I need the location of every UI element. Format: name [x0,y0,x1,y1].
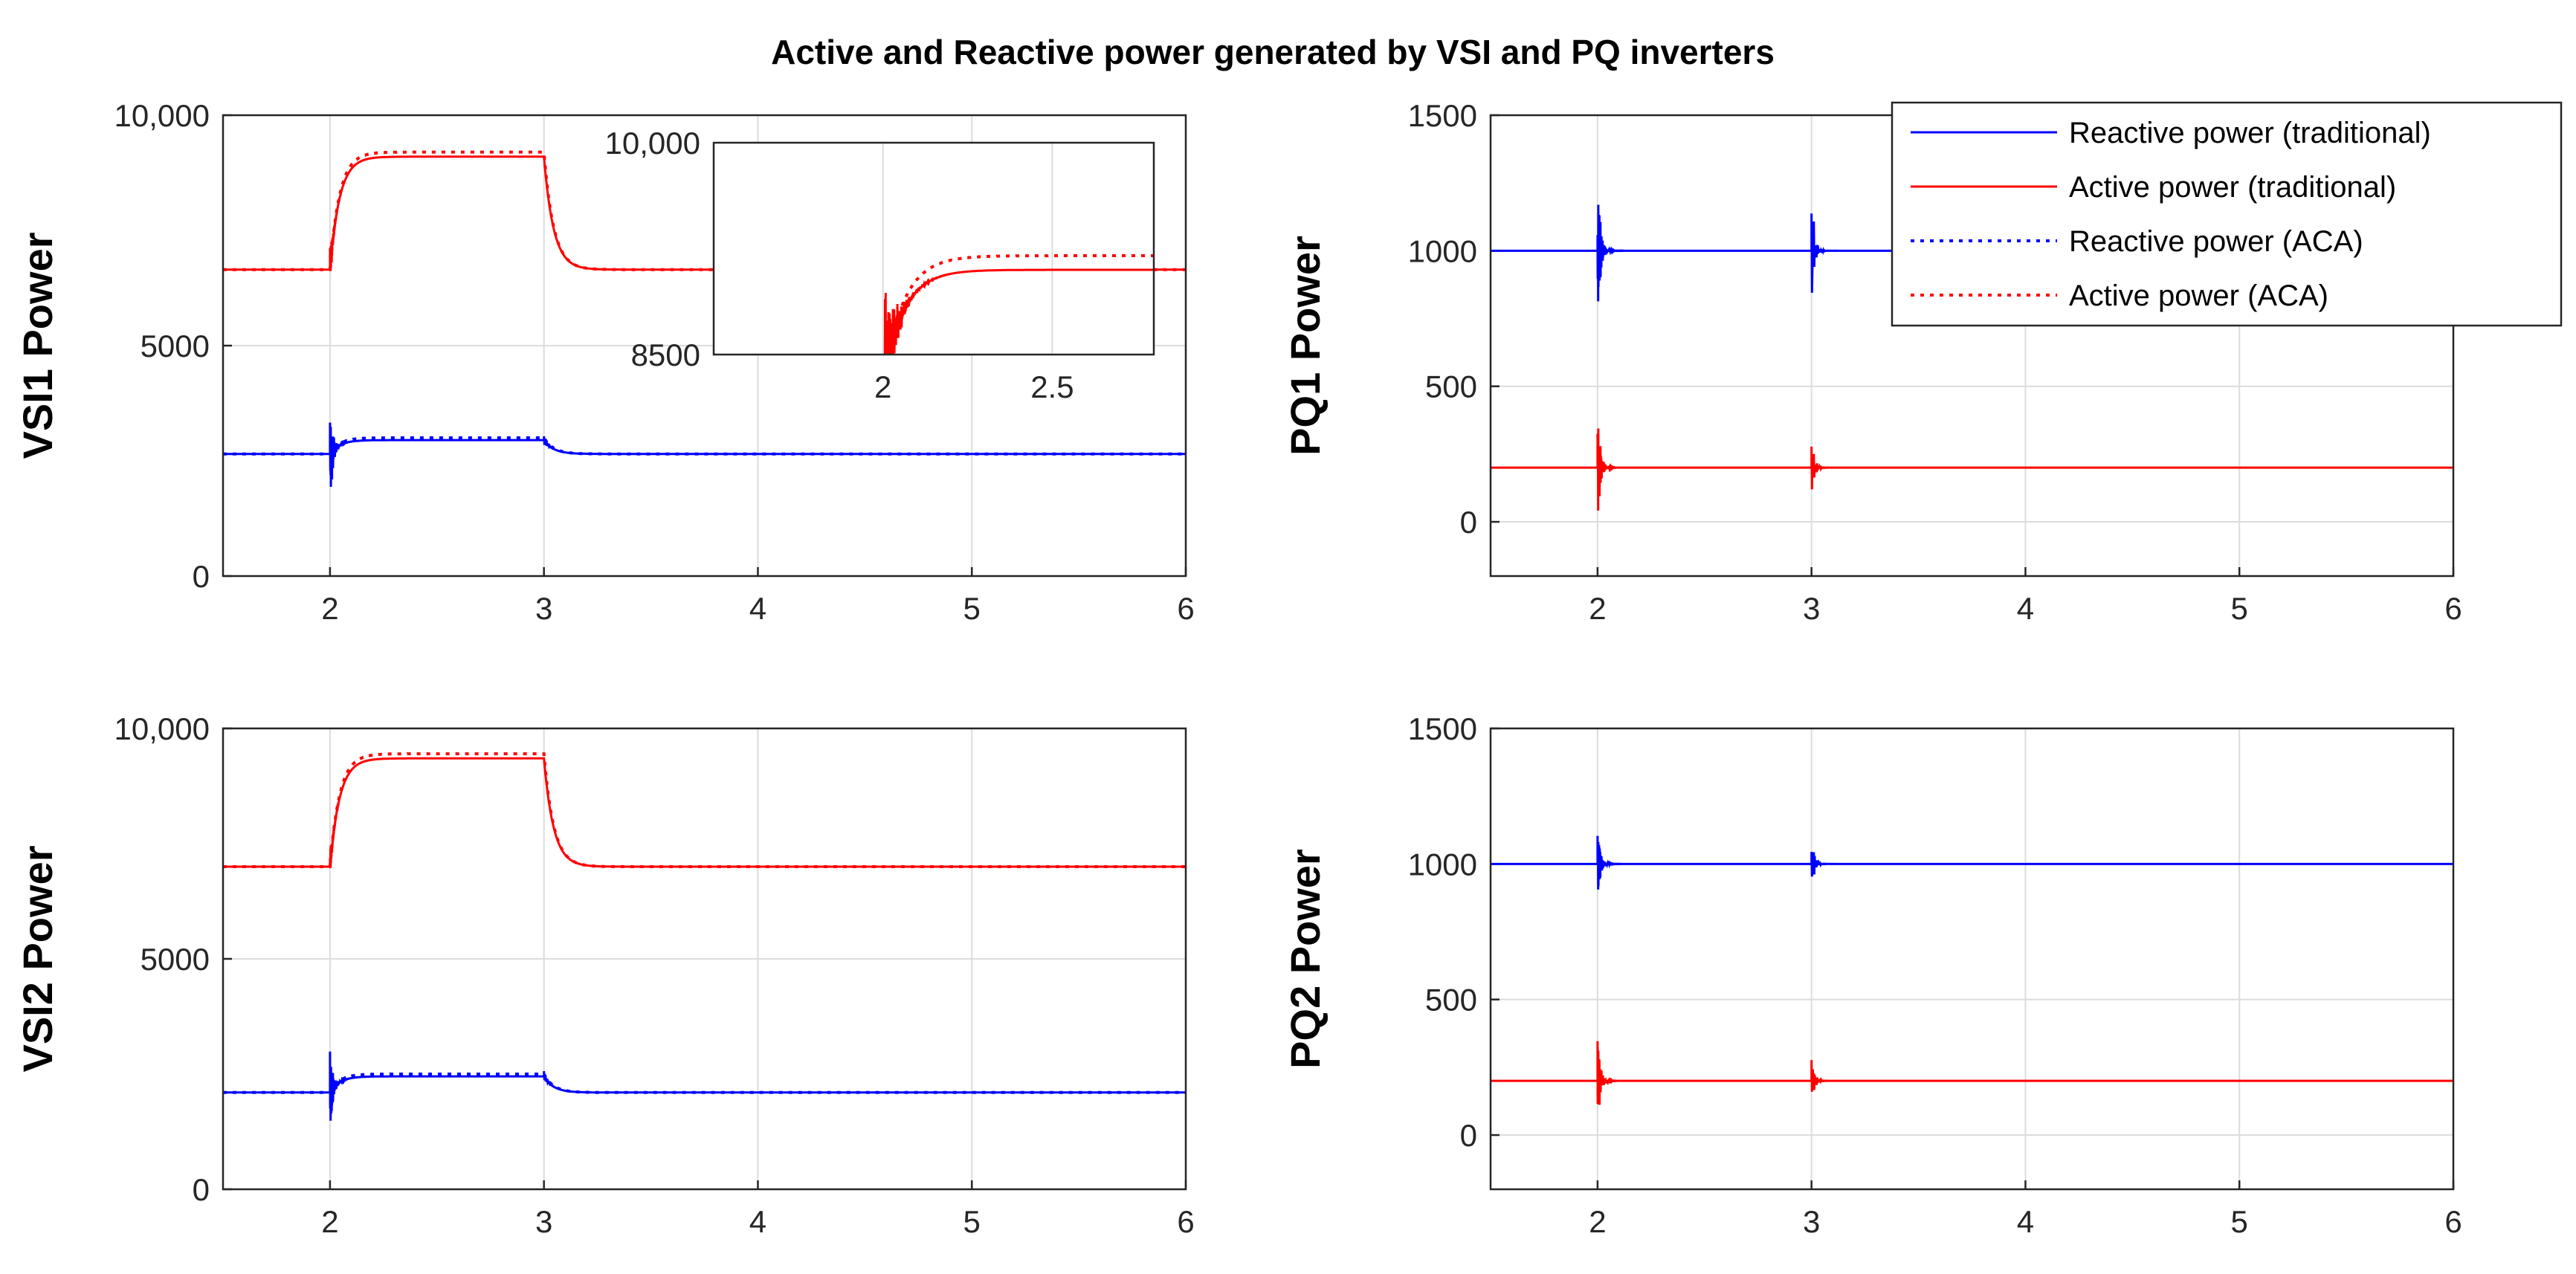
inset-x-tick-label: 2 [874,369,891,404]
series-line-active-power-traditional [1491,428,2453,511]
panel-pq2: 2 3 4 5 6 0 500 1000 1500 PQ2 Power [1282,711,2462,1239]
y-tick-label: 10,000 [114,98,210,133]
x-tick-label: 2 [321,591,338,626]
y-tick-label: 1500 [1408,98,1477,133]
x-tick-label: 2 [1589,1204,1606,1239]
y-tick-label: 500 [1425,369,1477,404]
y-axis-label: PQ1 Power [1282,236,1329,456]
axes-frame [222,727,1187,1191]
inset-frame [712,141,1155,356]
x-tick-label: 3 [535,1204,552,1239]
figure-title: Active and Reactive power generated by V… [771,33,1775,71]
series-line-reactive-power-traditional [223,1051,1186,1121]
plot-area [1491,728,2453,1189]
inset-series-line [886,254,1154,355]
x-tick-label: 4 [2017,591,2034,626]
y-axis-label: VSI1 Power [14,232,61,459]
x-tick-label: 6 [1177,591,1194,626]
legend: Reactive power (traditional) Active power… [1891,101,2563,327]
y-tick-label: 10,000 [114,711,210,746]
legend-label: Reactive power (ACA) [2069,225,2363,258]
legend-label: Active power (ACA) [2069,279,2328,312]
inset-plot-area [714,143,1154,355]
y-tick-label: 500 [1425,983,1477,1018]
x-tick-label: 5 [2231,1204,2248,1239]
x-tick-label: 6 [2444,1204,2462,1239]
inset-zoom: 2 2.5 8500 10,000 [605,126,1155,404]
x-tick-label: 5 [2231,591,2248,626]
legend-label: Reactive power (traditional) [2069,117,2431,149]
x-tick-label: 2 [321,1204,338,1239]
x-tick-label: 3 [1803,1204,1820,1239]
y-tick-label: 0 [1460,505,1477,540]
inset-series-line [883,268,1154,355]
x-tick-label: 4 [2017,1204,2034,1239]
x-tick-label: 4 [749,1204,766,1239]
axes-frame [1489,727,2455,1191]
x-tick-label: 5 [963,1204,981,1239]
inset-y-tick-label: 10,000 [605,126,700,161]
y-axis-label: VSI2 Power [14,845,61,1072]
x-tick-label: 4 [749,591,766,626]
y-tick-label: 0 [193,559,210,594]
series-line-reactive-power-traditional [1491,835,2453,890]
y-axis-label: PQ2 Power [1282,849,1329,1069]
x-tick-label: 3 [535,591,552,626]
y-tick-label: 0 [193,1172,210,1207]
legend-label: Active power (traditional) [2069,171,2396,204]
inset-x-tick-label: 2.5 [1030,369,1074,404]
y-tick-label: 1000 [1408,847,1477,882]
x-tick-label: 5 [963,591,981,626]
x-tick-label: 6 [2444,591,2462,626]
y-tick-label: 0 [1460,1118,1477,1153]
y-tick-label: 1500 [1408,711,1477,746]
inset-y-tick-label: 8500 [631,337,700,372]
x-tick-label: 6 [1177,1204,1194,1239]
series-line-reactive-power-traditional [223,422,1186,488]
legend-box [1891,101,2563,327]
series-line-active-power-traditional [1491,1041,2453,1105]
x-tick-label: 2 [1589,591,1606,626]
series-line-active-power-aca [223,752,1186,868]
y-tick-label: 5000 [141,329,210,363]
y-tick-label: 5000 [141,942,210,977]
panel-vsi2: 2 3 4 5 6 0 5000 10,000 VSI2 Power [14,711,1195,1239]
y-tick-label: 1000 [1408,233,1477,268]
x-tick-label: 3 [1803,591,1820,626]
axes-frame [222,114,1187,578]
